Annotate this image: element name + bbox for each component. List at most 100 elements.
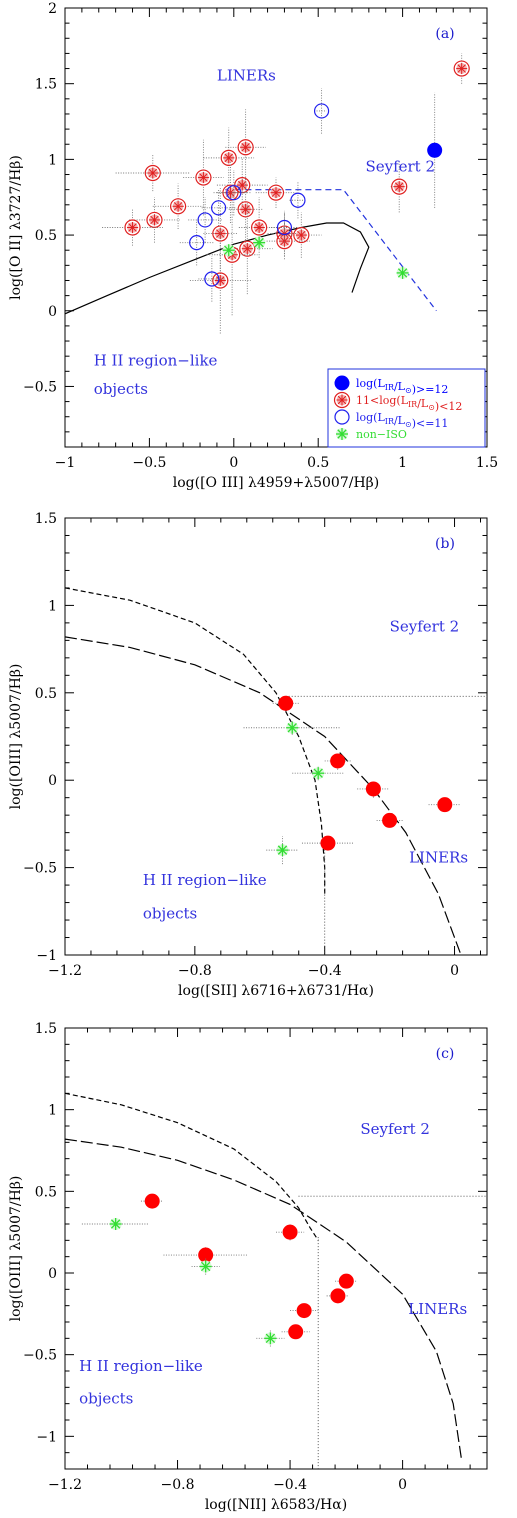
data-point bbox=[226, 185, 242, 201]
x-tick-label: −0.8 bbox=[178, 963, 212, 979]
y-axis-label: log([OIII] λ5007/Hβ) bbox=[8, 1176, 24, 1322]
data-point bbox=[237, 139, 254, 156]
data-point bbox=[199, 1260, 212, 1273]
data-point bbox=[198, 1247, 214, 1263]
legend-entry: log(LIR/L⊙)>=12 bbox=[356, 377, 448, 396]
legend-entry: log(LIR/L⊙)<=11 bbox=[356, 411, 448, 430]
y-tick-label: 0.5 bbox=[35, 686, 57, 702]
x-tick-label: 0 bbox=[398, 1477, 407, 1493]
data-point bbox=[276, 844, 289, 857]
x-tick-label: −0.4 bbox=[273, 1477, 307, 1493]
data-point bbox=[334, 409, 350, 425]
demarcation-line bbox=[65, 636, 462, 955]
data-point bbox=[313, 103, 330, 119]
y-tick-label: 1 bbox=[48, 152, 57, 168]
y-axis-label: log([OIII] λ5007/Hβ) bbox=[8, 664, 24, 810]
legend-entry: 11<log(LIR/L⊙)<12 bbox=[356, 394, 462, 413]
y-tick-label: 1.5 bbox=[35, 1021, 57, 1037]
y-tick-label: −0.5 bbox=[23, 1348, 57, 1364]
y-tick-label: −0.5 bbox=[23, 861, 57, 877]
data-point bbox=[437, 797, 453, 813]
chart-panel-b: −1.2 −0.8 −0.4 0 −1 −0.5 0 0.5 1 1.5 log([SII] λ67… bbox=[8, 511, 488, 999]
y-tick-label: 2 bbox=[48, 1, 57, 17]
x-axis-label: log([NII] λ6583/Hα) bbox=[205, 1497, 347, 1513]
data-point bbox=[211, 200, 227, 216]
chart-panel-c: −1.2 −0.8 −0.4 0 −1 −0.5 0 0.5 1 1.5 log([NII] λ65… bbox=[8, 1021, 488, 1513]
data-point bbox=[382, 812, 398, 828]
data-point bbox=[146, 211, 163, 229]
region-label: H II region−like bbox=[94, 351, 218, 369]
data-point bbox=[124, 219, 141, 236]
data-point bbox=[365, 781, 381, 797]
y-tick-label: −0.5 bbox=[23, 379, 57, 395]
data-point bbox=[189, 235, 205, 251]
panel-label: (c) bbox=[436, 1046, 455, 1062]
y-axis-label: log([O II] λ3727/Hβ) bbox=[8, 155, 24, 300]
x-axis-label: log([SII] λ6716+λ6731/Hα) bbox=[178, 983, 374, 999]
chart-panel-a: −1 −0.5 0 0.5 1 1.5 −0.5 0 0.5 1 1.5 2 log([O III] λ… bbox=[8, 1, 498, 491]
x-axis-label: log([O III] λ4959+λ5007/Hβ) bbox=[173, 475, 379, 491]
x-tick-label: −1.2 bbox=[48, 963, 82, 979]
data-point bbox=[237, 201, 254, 218]
x-tick-label: −1.2 bbox=[48, 1477, 82, 1493]
region-label: LINERs bbox=[409, 848, 468, 866]
data-point bbox=[396, 266, 409, 279]
plot-area bbox=[65, 587, 487, 955]
y-tick-label: 0 bbox=[48, 1266, 57, 1282]
x-tick-label: −0.8 bbox=[161, 1477, 195, 1493]
data-point bbox=[220, 149, 237, 166]
data-point bbox=[144, 164, 161, 182]
legend-entry: non−ISO bbox=[356, 428, 407, 441]
data-point bbox=[320, 835, 336, 851]
legend-box bbox=[327, 368, 486, 448]
data-point bbox=[276, 233, 293, 250]
data-point bbox=[109, 1218, 122, 1230]
y-tick-label: 0.5 bbox=[35, 228, 57, 244]
panel-label: (b) bbox=[435, 536, 455, 552]
region-label: LINERs bbox=[217, 67, 276, 85]
x-tick-label: 0 bbox=[450, 963, 459, 979]
data-point bbox=[239, 240, 256, 257]
data-point bbox=[212, 225, 229, 242]
data-point bbox=[195, 169, 212, 186]
data-point bbox=[296, 1303, 312, 1319]
y-tick-label: 1 bbox=[48, 1103, 57, 1119]
data-point bbox=[278, 695, 294, 711]
y-tick-label: 1 bbox=[48, 598, 57, 614]
data-point bbox=[312, 767, 325, 780]
data-point bbox=[290, 192, 306, 208]
y-tick-label: 1.5 bbox=[35, 511, 57, 527]
data-point bbox=[293, 226, 310, 244]
data-point bbox=[330, 753, 346, 769]
data-point bbox=[453, 60, 470, 77]
demarcation-line bbox=[65, 587, 326, 894]
x-tick-label: 1 bbox=[398, 455, 407, 471]
demarcation-line bbox=[225, 189, 437, 312]
region-label: Seyfert 2 bbox=[365, 157, 435, 175]
x-tick-label: 1.5 bbox=[476, 455, 498, 471]
data-point bbox=[288, 1324, 304, 1340]
data-point bbox=[251, 219, 268, 236]
y-tick-label: −1 bbox=[36, 948, 57, 964]
data-point bbox=[169, 198, 187, 215]
data-point bbox=[264, 1332, 277, 1345]
data-point bbox=[338, 1273, 354, 1289]
plot-area bbox=[65, 53, 470, 334]
region-label: Seyfert 2 bbox=[360, 1120, 430, 1138]
region-label: LINERs bbox=[408, 1300, 467, 1318]
x-tick-label: 0.5 bbox=[307, 455, 329, 471]
region-label: H II region−like bbox=[79, 1357, 203, 1375]
data-point bbox=[276, 219, 293, 236]
x-tick-label: −0.4 bbox=[308, 963, 342, 979]
data-point bbox=[144, 1193, 160, 1209]
data-point bbox=[336, 428, 348, 440]
plot-area bbox=[65, 1092, 487, 1469]
region-label: Seyfert 2 bbox=[390, 618, 460, 636]
data-point bbox=[427, 142, 443, 158]
demarcation-line bbox=[65, 1092, 319, 1241]
x-tick-label: −1 bbox=[55, 455, 76, 471]
y-tick-label: −1 bbox=[36, 1429, 57, 1445]
x-tick-label: −0.5 bbox=[132, 455, 166, 471]
y-tick-label: 0 bbox=[48, 773, 57, 789]
